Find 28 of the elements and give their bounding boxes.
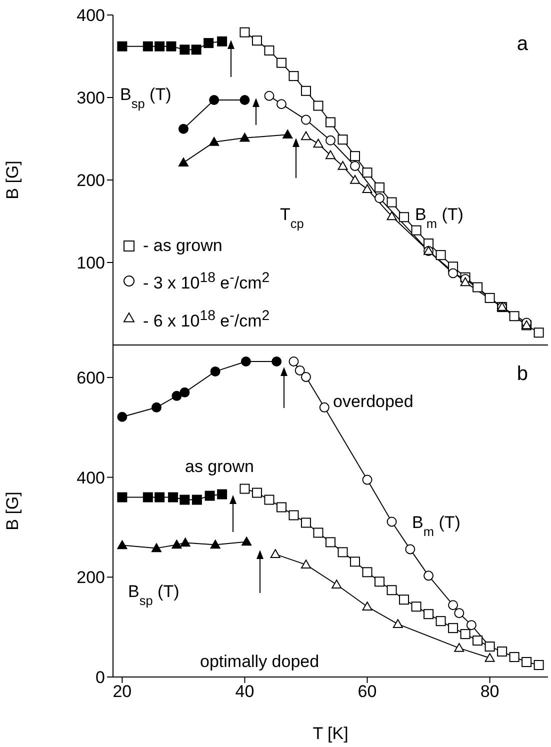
annotation: overdoped xyxy=(333,392,414,411)
y-tick-label: 100 xyxy=(76,254,105,273)
text: a xyxy=(516,33,528,56)
y-tick-label: 400 xyxy=(76,468,105,488)
annotation: B$_{m}$ (T) xyxy=(415,205,464,230)
annotation: T$_{cp}$ xyxy=(280,205,304,230)
y-tick-label: 300 xyxy=(76,88,105,108)
legend-label: - as grown xyxy=(143,235,222,257)
text: b xyxy=(516,363,528,386)
y-axis-title: B [G] xyxy=(3,160,22,200)
annotation: B$_{m}$ (T) xyxy=(412,513,460,538)
x-tick-label: 20 xyxy=(112,682,132,702)
y-axis-title: B [G] xyxy=(3,492,22,530)
y-tick-label: 200 xyxy=(76,171,105,190)
annotation: optimally doped xyxy=(200,652,320,671)
y-tick-label: 200 xyxy=(76,568,105,588)
annotation: as grown xyxy=(185,457,254,476)
y-tick-label: 0 xyxy=(96,668,105,688)
x-tick-label: 40 xyxy=(235,682,254,702)
y-tick-label: 400 xyxy=(76,6,105,26)
annotation: B$_{sp}$ (T) xyxy=(128,582,180,608)
legend-label: - 3 x 10$^{18}$ e$^{-}$/cm$^{2}$ xyxy=(143,269,270,295)
x-axis-title: T [K] xyxy=(312,724,348,743)
annotation: B$_{sp}$ (T) xyxy=(120,85,172,110)
x-tick-label: 80 xyxy=(480,682,500,702)
y-tick-label: 600 xyxy=(76,368,105,388)
x-tick-label: 60 xyxy=(358,682,377,702)
legend-label: - 6 x 10$^{18}$ e$^{-}$/cm$^{2}$ xyxy=(143,306,270,332)
